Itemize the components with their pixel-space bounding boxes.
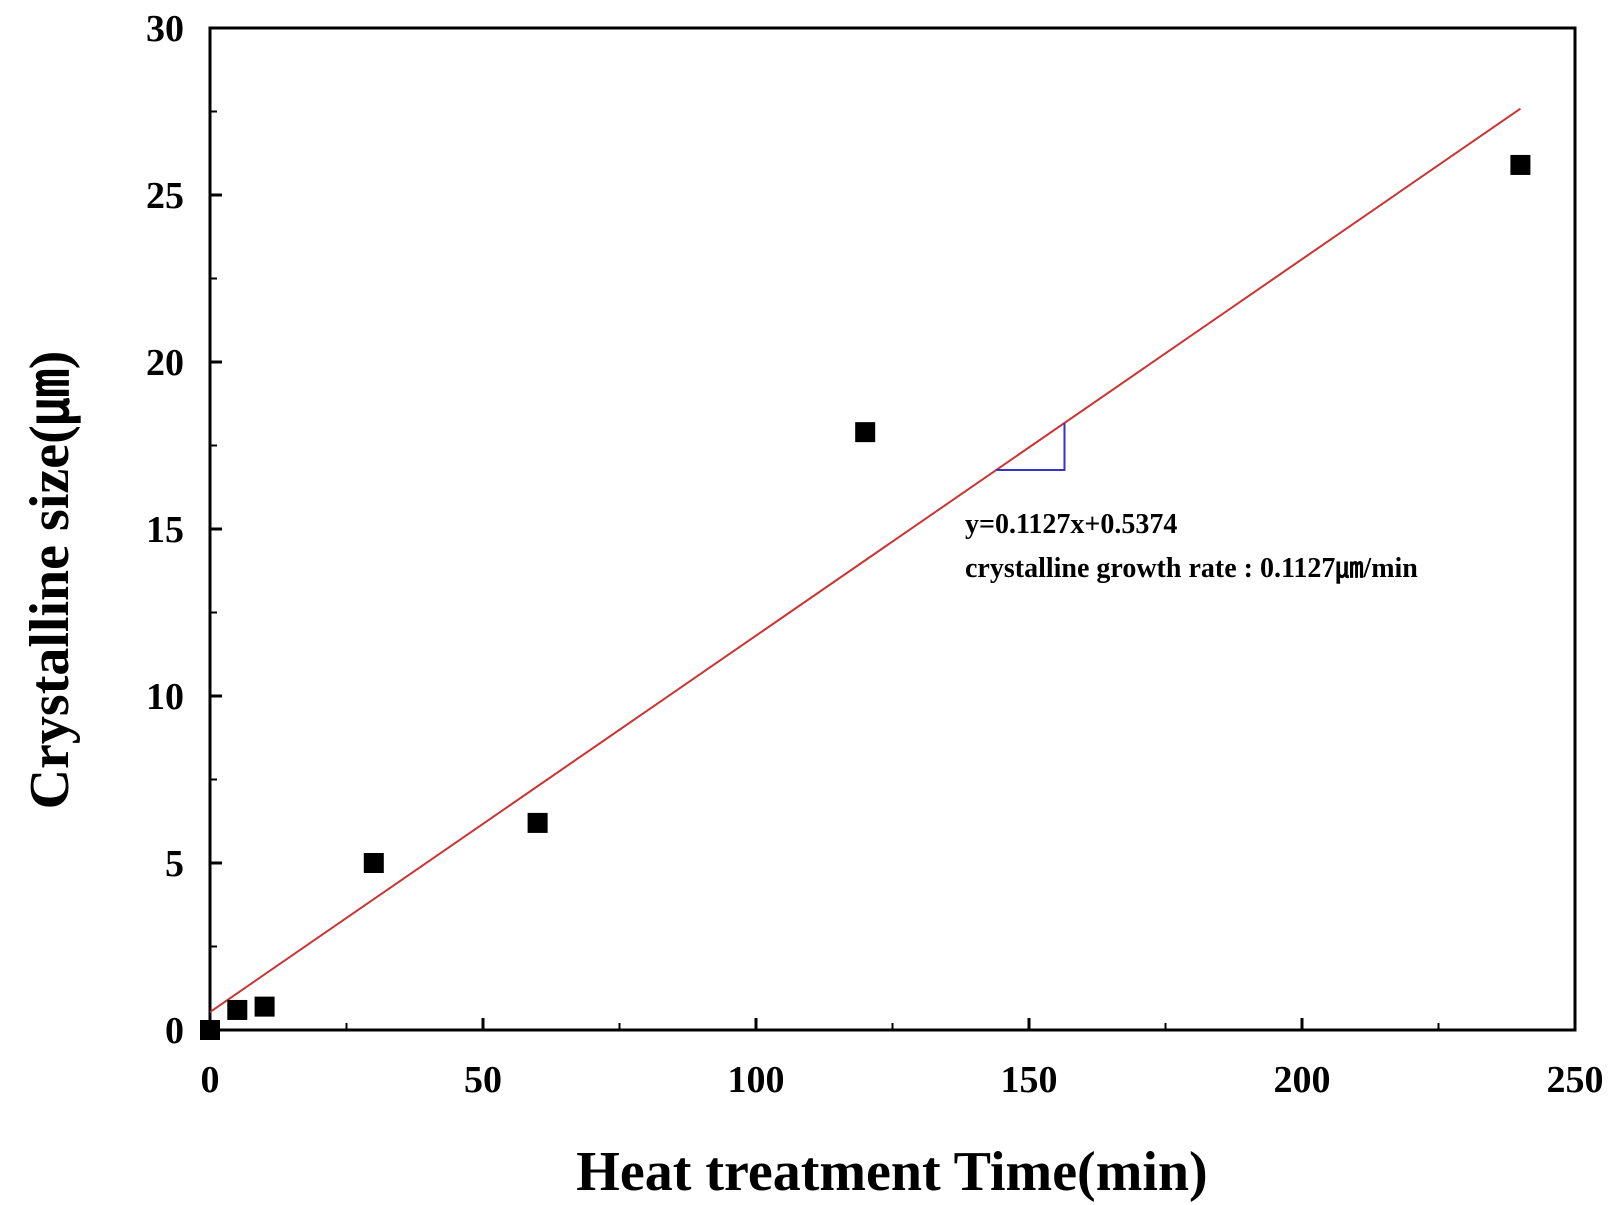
data-point (254, 996, 275, 1017)
fit-line (209, 107, 1521, 1013)
slope-marker (996, 422, 1066, 472)
y-axis-title: Crystalline size(㎛) (19, 351, 82, 810)
x-tick-label: 50 (464, 1059, 502, 1101)
data-point (527, 812, 548, 833)
x-tick-label: 200 (1274, 1059, 1331, 1101)
y-axis-ticks: 0 5 10 15 20 25 30 (146, 8, 222, 1052)
data-point (227, 999, 248, 1020)
y-tick-label: 15 (146, 509, 184, 551)
x-axis-ticks: 0 50 100 150 200 250 (201, 1018, 1604, 1101)
y-tick-label: 20 (146, 342, 184, 384)
annotation-growth-rate: crystalline growth rate : 0.1127㎛/min (965, 553, 1418, 584)
y-tick-label: 10 (146, 676, 184, 718)
x-axis-title: Heat treatment Time(min) (576, 1141, 1207, 1203)
data-point (363, 853, 384, 873)
plot-frame (208, 26, 1577, 1032)
x-tick-label: 0 (201, 1059, 220, 1101)
y-tick-label: 0 (165, 1010, 184, 1052)
annotation-equation: y=0.1127x+0.5374 (965, 509, 1177, 540)
y-tick-label: 30 (146, 8, 184, 50)
data-point (855, 422, 876, 443)
data-point (200, 1020, 220, 1040)
x-tick-label: 150 (1001, 1059, 1058, 1101)
x-tick-label: 250 (1547, 1059, 1604, 1101)
y-tick-label: 25 (146, 175, 184, 217)
data-point (1510, 154, 1531, 175)
data-points (200, 154, 1531, 1040)
x-tick-label: 100 (728, 1059, 785, 1101)
y-tick-label: 5 (165, 843, 184, 885)
